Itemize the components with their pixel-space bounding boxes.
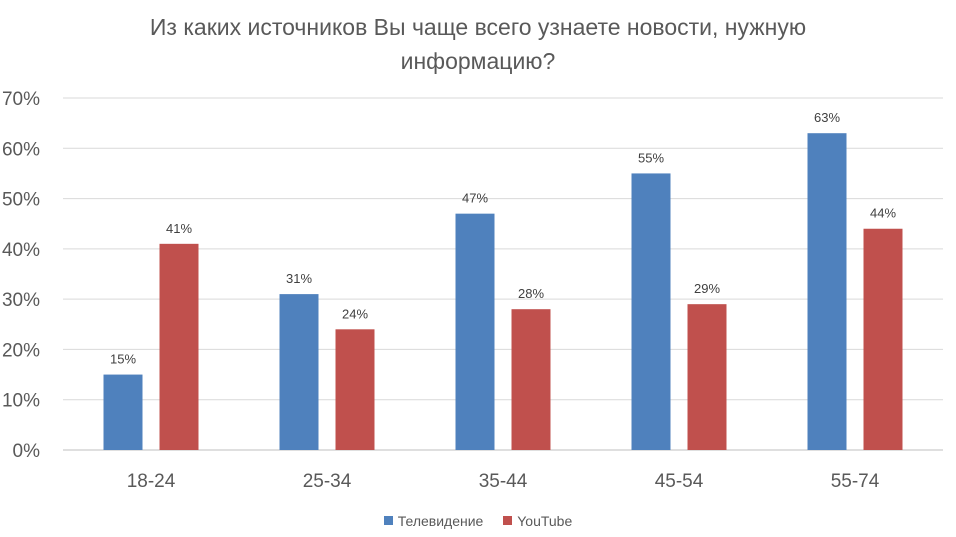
y-tick-label: 70% — [2, 89, 40, 110]
bar — [335, 329, 375, 450]
bar — [279, 294, 319, 450]
legend-item-youtube: YouTube — [503, 513, 572, 529]
legend-label-youtube: YouTube — [517, 512, 573, 529]
y-tick-label: 10% — [2, 391, 40, 412]
x-tick-label: 55-74 — [831, 471, 880, 492]
y-tick-label: 40% — [2, 240, 40, 261]
bar — [511, 309, 551, 450]
x-tick-label: 45-54 — [655, 471, 704, 492]
bar — [159, 243, 199, 450]
chart-title: Из каких источников Вы чаще всего узнает… — [0, 10, 956, 78]
data-label: 63% — [814, 110, 840, 125]
data-label: 28% — [518, 286, 544, 301]
y-tick-label: 0% — [13, 441, 41, 462]
x-tick-label: 18-24 — [127, 471, 176, 492]
legend-swatch-youtube — [503, 516, 513, 525]
x-tick-label: 25-34 — [303, 471, 352, 492]
y-tick-label: 60% — [2, 139, 40, 160]
legend-item-tv: Телевидение — [383, 512, 484, 529]
chart-title-line-1: Из каких источников Вы чаще всего узнает… — [149, 14, 807, 40]
chart-title-line-2: информацию? — [400, 48, 556, 74]
data-label: 47% — [462, 191, 488, 206]
bar — [103, 374, 143, 450]
legend-swatch-tv — [383, 516, 393, 525]
bar — [863, 228, 903, 450]
legend: Телевидение YouTube — [0, 512, 956, 529]
x-tick-label: 35-44 — [479, 471, 528, 492]
data-label: 31% — [286, 271, 312, 286]
data-label: 41% — [166, 221, 192, 236]
data-label: 44% — [870, 206, 896, 221]
data-label: 29% — [694, 281, 720, 296]
y-tick-label: 30% — [2, 290, 40, 311]
bar — [807, 133, 847, 450]
y-tick-label: 50% — [2, 190, 40, 211]
y-tick-label: 20% — [2, 340, 40, 361]
data-label: 55% — [638, 150, 664, 165]
bar — [455, 213, 495, 450]
data-label: 24% — [342, 306, 368, 321]
bar — [631, 173, 671, 450]
data-label: 15% — [110, 352, 136, 367]
legend-label-tv: Телевидение — [397, 512, 484, 529]
bar — [687, 304, 727, 450]
